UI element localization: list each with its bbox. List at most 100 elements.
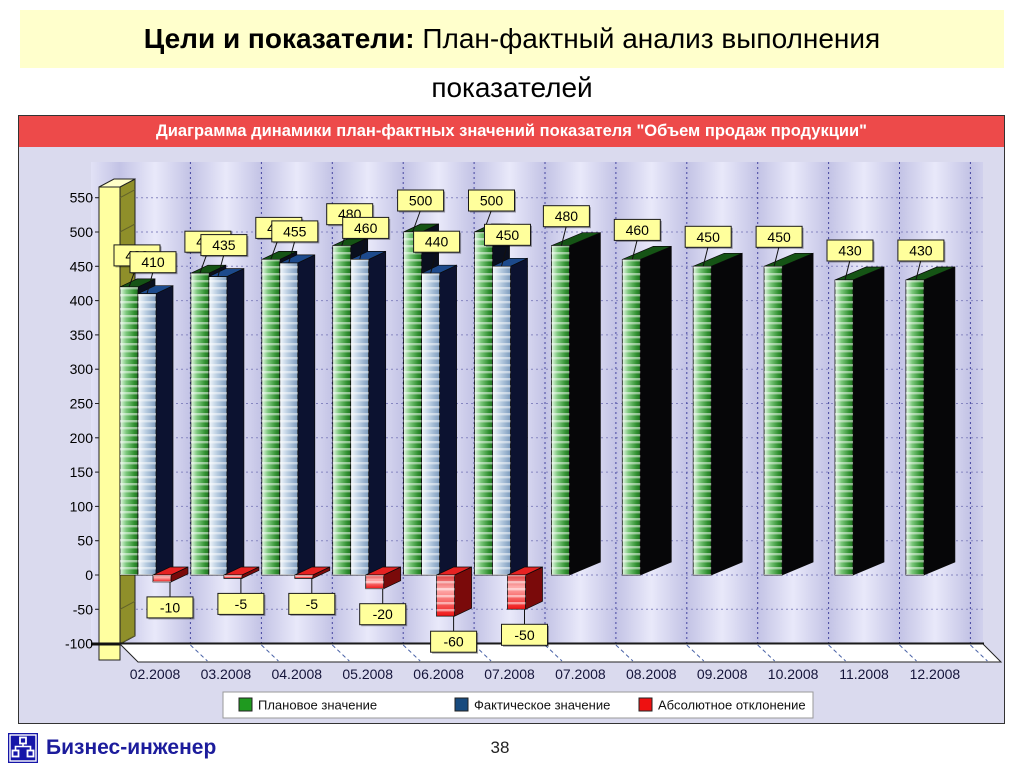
deviation-label-text: -10 [160, 599, 180, 615]
legend-swatch [638, 697, 653, 712]
label-connector [412, 209, 422, 233]
wall-hatch [119, 223, 136, 233]
floor-diagonal [190, 644, 208, 662]
floor-diagonal [331, 644, 350, 662]
floor-diagonal [970, 644, 988, 662]
x-axis-label: 07.2008 [484, 666, 535, 682]
floor-diagonal [402, 644, 421, 662]
floor-diagonal [757, 644, 776, 662]
plan-label-text: 460 [626, 222, 650, 238]
x-axis-label: 12.2008 [910, 666, 961, 682]
footer: Бизнес-инженер 38 [0, 726, 1024, 768]
floor-diagonal [261, 644, 279, 662]
x-axis-label: 05.2008 [342, 666, 393, 682]
bar-plan-side [923, 266, 956, 576]
y-axis-label: -100 [65, 636, 93, 652]
y-axis-label: 150 [70, 464, 94, 480]
plan-label [397, 189, 445, 212]
label-connector [560, 225, 567, 246]
deviation-label-text: -60 [443, 634, 463, 650]
deviation-label [146, 596, 194, 619]
plan-label-text: 500 [480, 193, 504, 209]
bar-deviation-side [454, 566, 472, 617]
label-connector [146, 271, 154, 294]
label-connector [217, 254, 225, 277]
x-axis-label: 09.2008 [697, 666, 748, 682]
y-axis-label: 300 [70, 361, 94, 377]
legend-label: Абсолютное отклонение [658, 698, 806, 713]
slide-title-bold: Цели и показатели: [143, 23, 415, 54]
plan-label [542, 205, 590, 228]
y-axis-label: 550 [70, 190, 94, 206]
plan-label [684, 225, 732, 248]
legend-label: Фактическое значение [474, 698, 610, 713]
floor-diagonal [686, 644, 705, 662]
x-axis-label: 03.2008 [201, 666, 252, 682]
slide-title-line2: показателей [431, 72, 593, 103]
fact-label [484, 223, 531, 246]
plan-label-text: 450 [767, 229, 791, 245]
deviation-label-text: -50 [514, 627, 534, 643]
x-axis-label: 10.2008 [768, 666, 819, 682]
legend-label: Плановое значение [258, 698, 377, 713]
legend [222, 691, 814, 719]
brand-name: Бизнес-инженер [46, 736, 217, 759]
x-axis-label: 07.2008 [555, 666, 606, 682]
chart-svg: -100 -50 0 50 100 150 200 250 300 350 400 450 500 550… [19, 147, 1004, 723]
chart-frame: Диаграмма динамики план-фактных значений… [18, 115, 1005, 724]
deviation-label [217, 592, 265, 615]
label-connector [631, 239, 638, 260]
fact-label-text: 450 [496, 227, 520, 243]
y-axis-label: 200 [70, 430, 94, 446]
x-axis-label: 02.2008 [130, 666, 181, 682]
y-axis-label: 0 [85, 567, 93, 583]
bar-fact-side [155, 285, 174, 576]
plan-label [755, 225, 803, 248]
deviation-label-text: -5 [235, 596, 248, 612]
chart-title: Диаграмма динамики план-фактных значений… [156, 122, 867, 140]
floor-diagonal [615, 644, 634, 662]
legend-swatch [238, 697, 253, 712]
fact-label [413, 230, 461, 253]
y-axis-label: 350 [70, 327, 94, 343]
wall-hatch [119, 189, 136, 199]
x-axis-label: 04.2008 [271, 666, 322, 682]
deviation-label [430, 630, 478, 653]
label-connector [702, 246, 709, 267]
x-axis-label: 11.2008 [839, 666, 889, 682]
y-axis-label: 250 [70, 396, 94, 412]
bar-fact-side [368, 250, 387, 576]
label-connector [430, 251, 438, 274]
label-connector [501, 244, 508, 267]
deviation-label [501, 623, 548, 646]
y-axis-label: 400 [70, 293, 94, 309]
fact-label [129, 251, 177, 274]
bar-plan-side [852, 266, 885, 576]
wall-top [98, 178, 136, 188]
y-axis-label: 50 [77, 533, 93, 549]
plan-label-text: 500 [409, 193, 433, 209]
fact-label-text: 455 [283, 223, 307, 239]
label-connector [773, 246, 780, 267]
bar-fact-side [439, 264, 457, 576]
y-axis-label: 450 [70, 258, 94, 274]
fact-label [271, 220, 319, 243]
bar-fact-side [226, 268, 245, 576]
floor-diagonal [544, 644, 563, 662]
slide-title-regular: План-фактный анализ выполнения [414, 23, 881, 54]
chart-title-bar: Диаграмма динамики план-фактных значений… [19, 116, 1004, 147]
x-axis-label: 08.2008 [626, 666, 677, 682]
bar-plan-side [569, 232, 601, 576]
fact-label-text: 460 [354, 220, 378, 236]
deviation-label-text: -5 [306, 596, 319, 612]
label-connector [844, 259, 851, 281]
plan-label [826, 239, 874, 262]
plan-label [897, 239, 945, 262]
y-axis-label: -50 [73, 601, 93, 617]
org-chart-icon [8, 733, 38, 763]
fact-label [200, 234, 248, 257]
deviation-label [359, 603, 407, 626]
fact-label-text: 410 [141, 254, 165, 270]
plan-label-text: 480 [555, 208, 579, 224]
